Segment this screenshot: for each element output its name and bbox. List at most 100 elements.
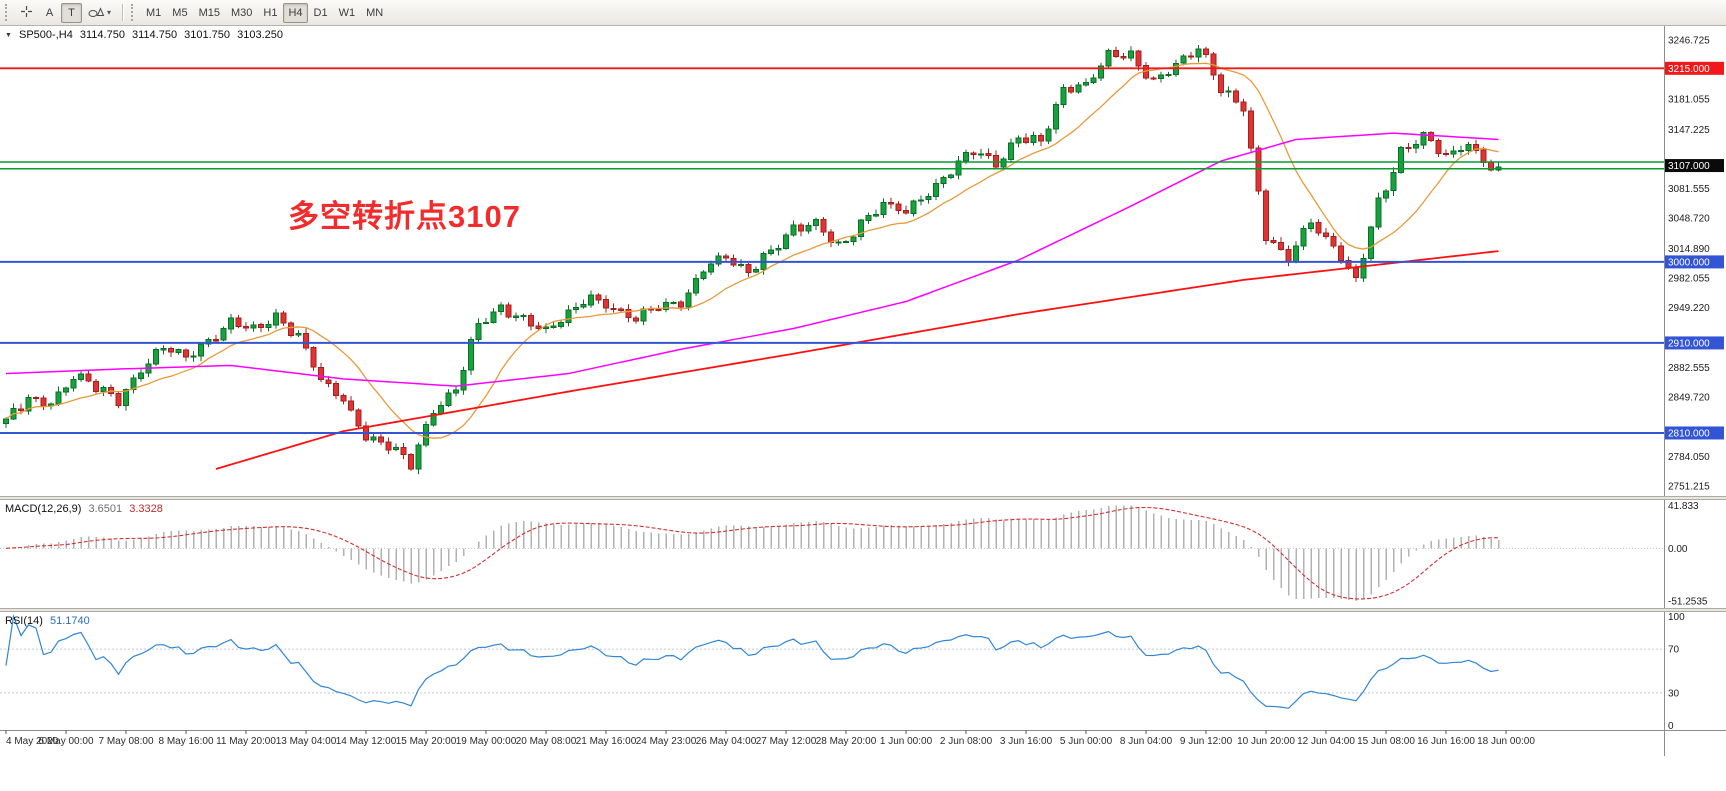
candle-body [445,392,452,407]
candle-body [505,304,512,318]
candle-body [1323,232,1329,237]
candle-body [1120,55,1127,59]
candle-body [1480,149,1487,163]
candle-body [1270,240,1277,243]
candle-body [850,236,857,242]
candle-body [655,308,662,312]
chart-annotation[interactable]: 多空转折点3107 [288,199,521,234]
candle-body [1435,139,1442,155]
candle-body [265,324,272,328]
timeframe-m5[interactable]: M5 [167,3,192,23]
candle-body [603,299,609,309]
candle-body [1458,150,1464,153]
crosshair-button[interactable] [15,3,38,23]
candle-body [288,322,294,336]
candle-body [3,418,9,424]
timeframe-m1[interactable]: M1 [141,3,166,23]
ohlc-open: 3114.750 [79,29,125,41]
candle-body [355,409,362,427]
candle-body [123,389,129,406]
candle-body [693,278,699,294]
label-tool-button[interactable]: A [39,3,60,23]
chart-title: ▼ SP500-,H4 3114.750 3114.750 3101.750 3… [5,29,287,41]
candle-body [348,400,354,411]
candle-body [963,152,969,162]
chevron-down-icon: ▾ [107,8,112,17]
candle-body [130,377,137,391]
candle-body [865,214,872,221]
candle-body [1008,142,1014,160]
current-price-tag-label: 3107.000 [1668,161,1710,172]
candle-body [948,174,954,179]
candle-body [918,199,924,202]
candle-body [1263,190,1269,242]
candle-body [970,152,977,156]
candle-body [1128,50,1134,59]
ma-fast-line [5,62,1499,439]
timeframe-h1[interactable]: H1 [258,3,282,23]
candle-body [1465,143,1472,151]
candle-body [858,219,864,238]
candle-body [1428,132,1434,142]
candle-body [235,317,242,327]
candle-body [85,373,92,382]
price-axis[interactable] [1664,26,1726,730]
timeframe-m30[interactable]: M30 [226,3,257,23]
candle-body [640,308,647,322]
time-label: 5 Jun 00:00 [1059,736,1113,747]
macd-value-signal: 3.3328 [129,503,163,515]
candle-body [115,393,122,406]
timeframe-group: M1 M5 M15 M30 H1 H4 D1 W1 MN [141,2,388,23]
panel-splitter[interactable] [0,608,1726,612]
candle-body [228,317,234,330]
text-tool-button[interactable]: T [61,2,82,23]
price-axis-label: 3081.555 [1668,184,1710,195]
time-label: 7 May 08:00 [98,736,154,747]
toolbar-grip[interactable] [131,4,135,21]
candle-body [940,177,947,184]
candle-body [520,315,527,318]
candle-body [820,219,827,233]
candle-body [880,201,887,215]
candle-body [925,195,932,201]
candle-body [205,339,212,345]
candle-body [933,183,939,197]
candle-body [805,224,812,232]
candle-body [1015,137,1022,144]
toolbar-grip[interactable] [5,4,9,21]
candle-body [580,304,587,308]
panel-splitter[interactable] [0,496,1726,500]
candle-body [430,412,437,426]
level-price-tag [1665,255,1724,269]
chart-region: 3246.725 3181.055 3147.225 3081.555 3048.720… [0,26,1726,791]
candle-body [1338,245,1344,261]
symbol-marker-icon: ▼ [5,32,12,39]
candle-body [490,311,497,323]
candle-body [213,339,219,342]
candle-body [798,224,804,232]
candle-body [775,247,782,251]
price-axis-label: 3048.720 [1668,214,1710,225]
timeframe-w1[interactable]: W1 [334,3,361,23]
chart-canvas[interactable]: 3246.725 3181.055 3147.225 3081.555 3048.720… [0,26,1726,791]
candle-body [498,304,504,313]
candle-body [738,263,744,267]
toolbar-separator [122,4,124,21]
candle-body [138,372,144,379]
candle-body [1248,110,1254,149]
shapes-dropdown-button[interactable]: ▾ [83,3,116,23]
price-axis-label: 2849.720 [1668,393,1710,404]
timeframe-m15[interactable]: M15 [194,3,225,23]
candle-body [190,355,197,358]
timeframe-d1[interactable]: D1 [309,3,333,23]
timeframe-mn[interactable]: MN [361,3,388,23]
timeframe-h4[interactable]: H4 [283,2,308,23]
candle-body [70,378,77,389]
time-label: 27 May 12:00 [755,736,817,747]
candle-body [1090,77,1097,84]
candle-body [423,424,429,446]
time-label: 6 May 00:00 [38,736,94,747]
level-price-tag [1665,336,1724,350]
level-price-tag [1665,426,1724,440]
